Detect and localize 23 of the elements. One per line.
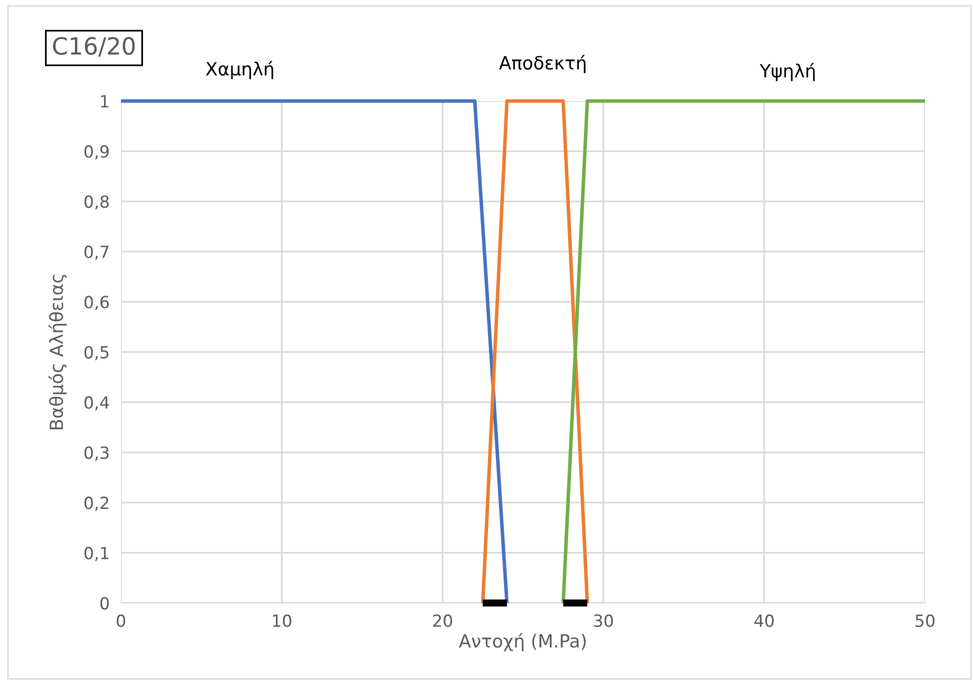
y-tick-label: 0,4 (84, 396, 109, 410)
y-tick-label: 1 (101, 95, 108, 108)
text: Αποδεκτή (499, 54, 586, 74)
y-tick-label: 0,6 (84, 296, 109, 310)
x-tick-label: 10 (273, 614, 292, 628)
x-axis-title: Αντοχή (M.Pa) (458, 633, 586, 652)
y-tick-label: 0 (100, 596, 109, 610)
chart-title: C16/20 (53, 36, 135, 57)
x-tick-label: 40 (754, 614, 774, 628)
x-tick-label: 30 (594, 614, 613, 628)
y-tick-label: 0,7 (84, 246, 108, 260)
x-tick-label: 0 (116, 614, 126, 628)
y-tick-label: 0,2 (84, 496, 108, 511)
text: Χαμηλή (206, 60, 274, 80)
x-tick-label: 50 (916, 614, 934, 628)
text: Υψηλή (760, 62, 815, 82)
y-tick-label: 0,1 (84, 546, 108, 562)
y-tick-label: 0,9 (84, 145, 109, 160)
y-tick-label: 0,5 (84, 346, 108, 360)
y-tick-label: 0,8 (84, 195, 109, 210)
y-tick-label: 0,3 (84, 446, 109, 461)
x-tick-label: 20 (433, 614, 452, 628)
y-axis-title: Βαθμός Αλήθειας (48, 274, 67, 430)
